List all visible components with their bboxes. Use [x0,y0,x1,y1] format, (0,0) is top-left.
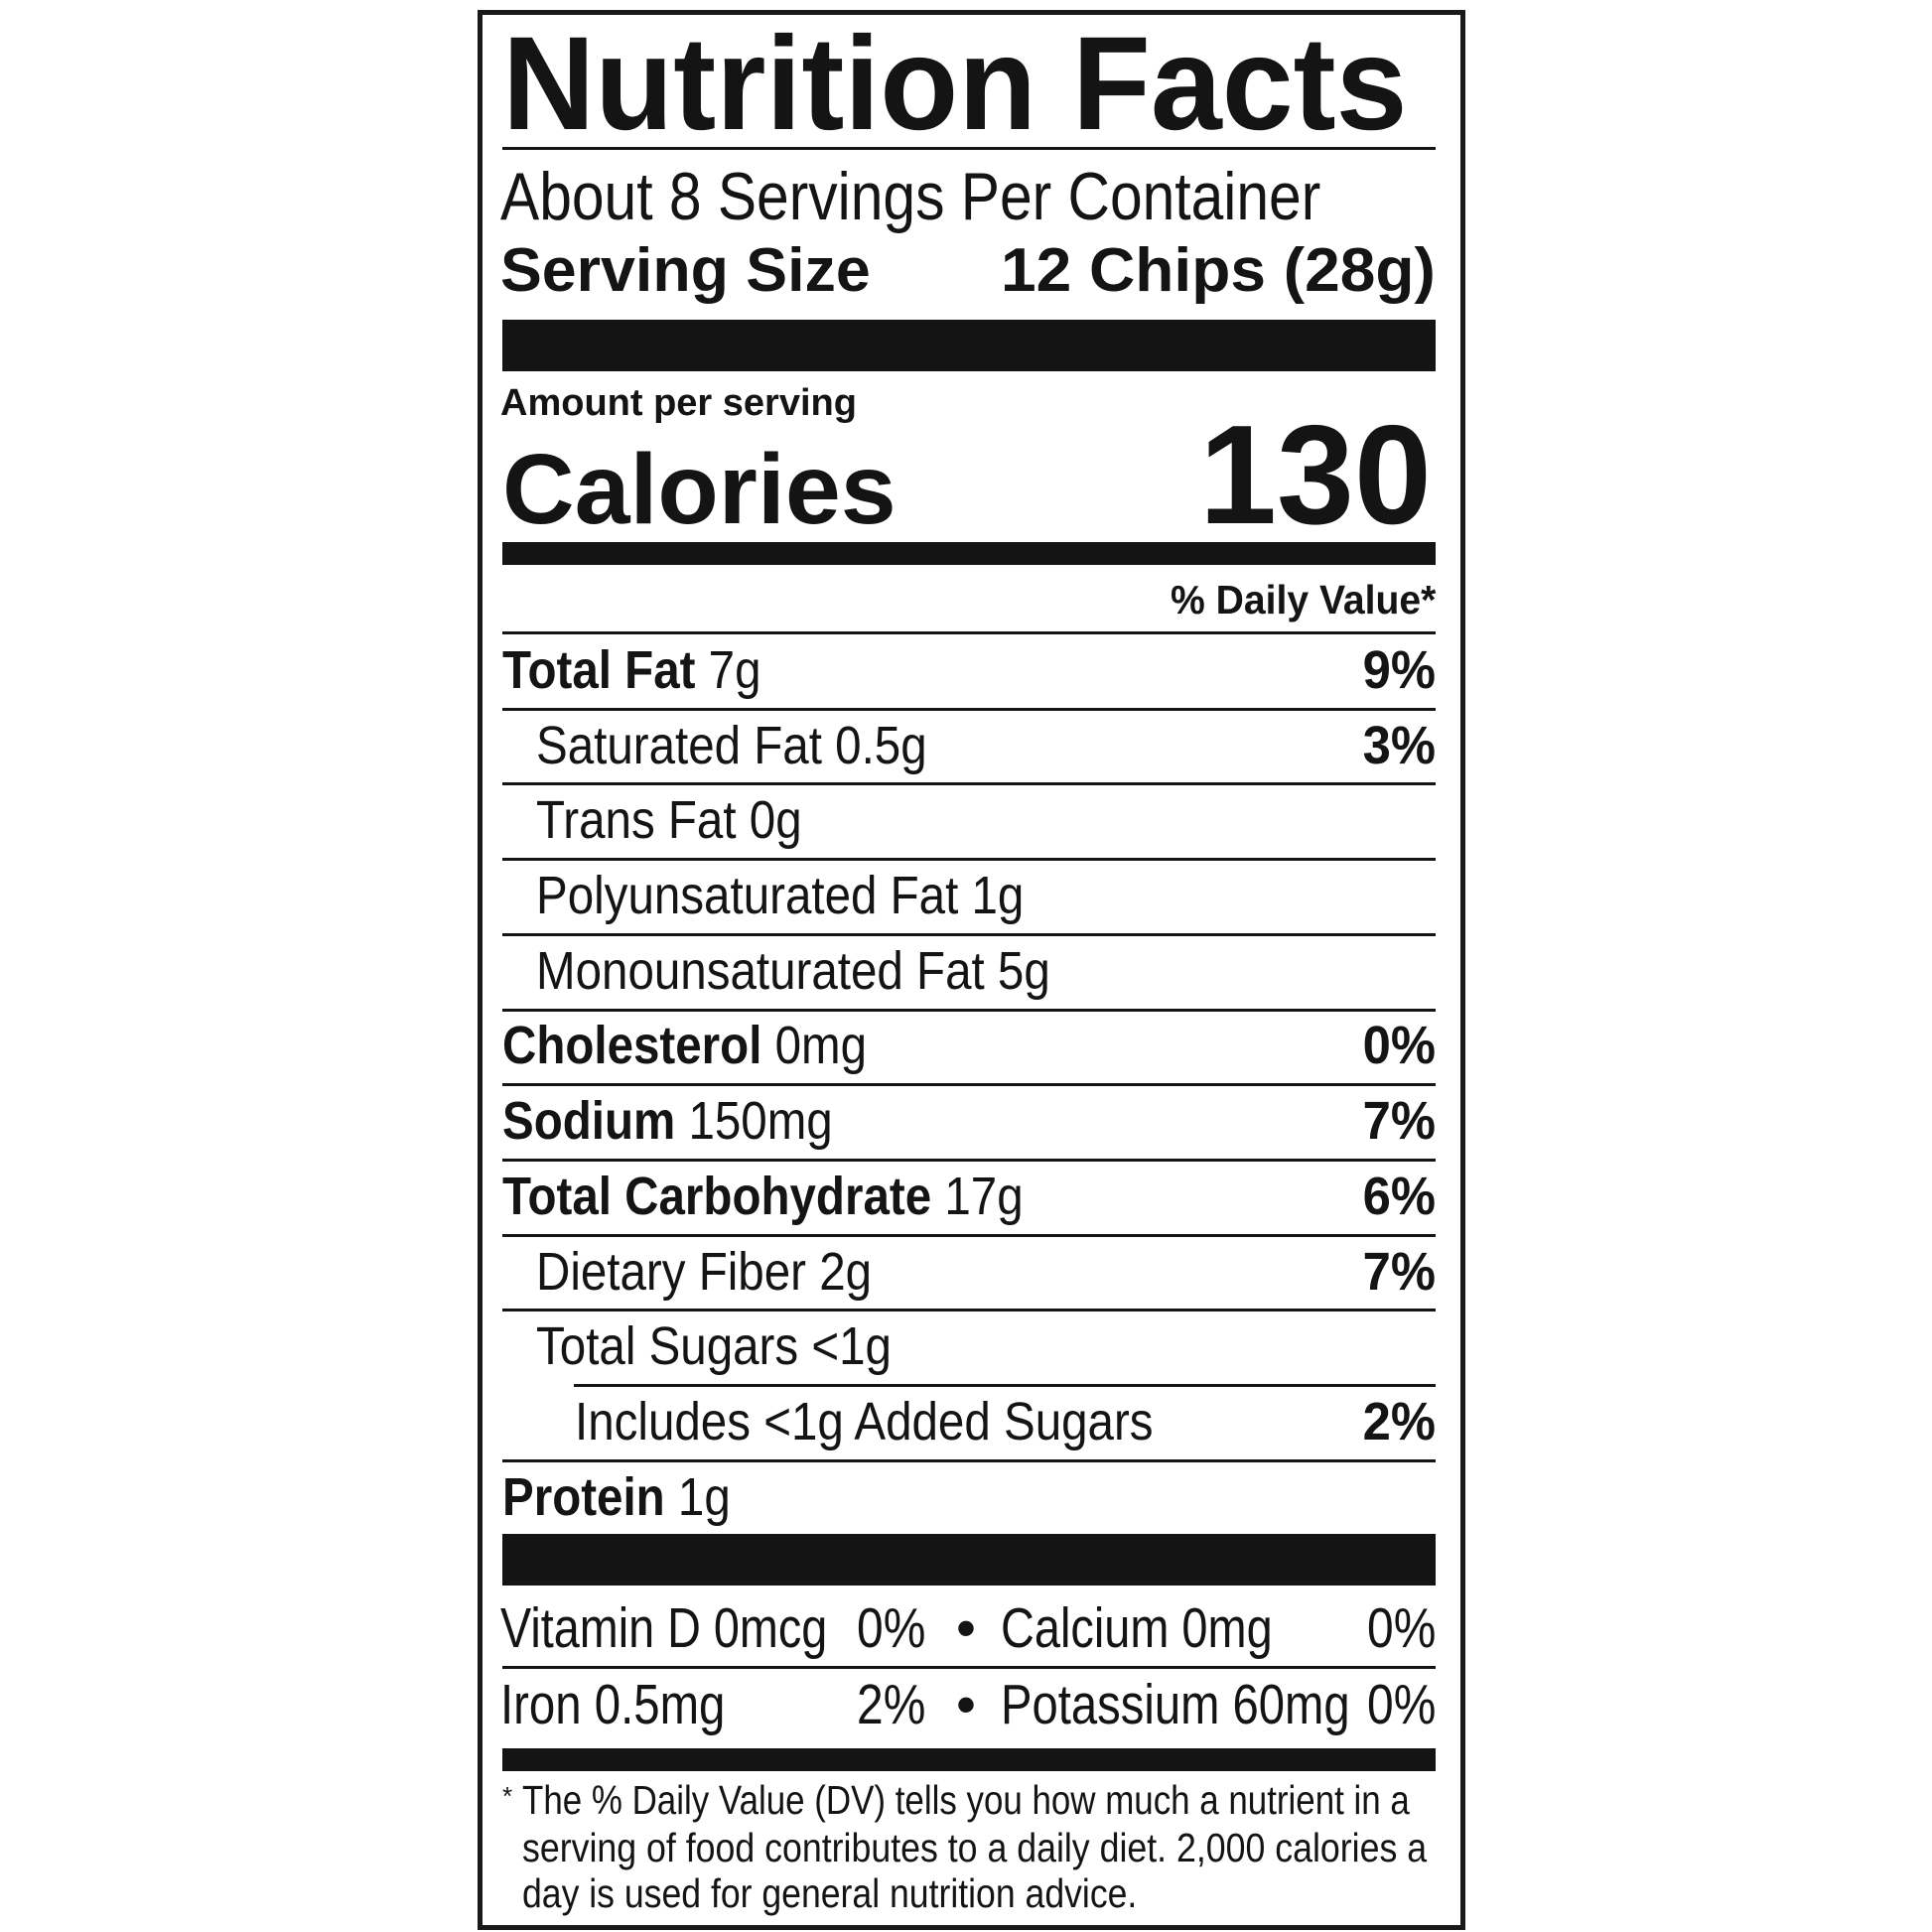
daily-value-header: % Daily Value* [1170,577,1436,622]
calcium: Calcium 0mg [1001,1596,1273,1660]
nutrient-name: Sodium [502,1091,676,1151]
nutrition-label [478,10,1465,1930]
nutrient-amount: 17g [931,1167,1024,1226]
nutrient-row: Dietary Fiber 2g [536,1245,872,1299]
medium-bar [502,1748,1436,1771]
calories-value: 130 [1199,396,1432,554]
calcium-dv: 0% [1366,1596,1436,1660]
nutrient-name: Saturated Fat [536,716,822,775]
nutrient-amount: 5g [984,941,1050,1001]
vitamin-d: Vitamin D 0mcg [500,1596,828,1660]
nutrient-amount: 7g [695,640,761,700]
nutrient-name: Cholesterol [502,1016,762,1075]
iron: Iron 0.5mg [500,1673,726,1736]
iron-dv: 2% [856,1673,925,1736]
nutrient-row: Saturated Fat 0.5g [536,719,927,772]
nutrient-row: Protein 1g [502,1470,731,1524]
potassium: Potassium 60mg [1001,1673,1350,1736]
row-divider [502,782,1436,785]
nutrient-name: Total Carbohydrate [502,1167,932,1226]
nutrient-row: Trans Fat 0g [536,793,802,847]
bullet-icon: • [956,1673,976,1736]
nutrient-name: Monounsaturated Fat [536,941,985,1001]
nutrient-name: Protein [502,1467,665,1527]
row-divider [502,1009,1436,1012]
divider [502,1666,1436,1669]
nutrient-row: Monounsaturated Fat 5g [536,944,1050,998]
row-divider [502,858,1436,861]
row-divider [574,1384,1436,1387]
row-divider [502,1234,1436,1237]
footnote-line: serving of food contributes to a daily d… [522,1825,1428,1870]
thick-bar [502,1534,1436,1586]
nutrient-amount: <1g [798,1316,892,1376]
nutrient-amount: 0mg [761,1016,868,1075]
row-divider [502,1083,1436,1086]
footnote-line: The % Daily Value (DV) tells you how muc… [522,1777,1410,1823]
serving-size-label: Serving Size [500,236,871,305]
nutrient-row: Total Carbohydrate 17g [502,1170,1024,1223]
nutrient-row: Cholesterol 0mg [502,1019,867,1072]
nutrient-daily-value: 2% [1362,1392,1436,1451]
nutrient-name: Polyunsaturated Fat [536,866,959,925]
nutrient-row: Total Sugars <1g [536,1319,892,1373]
nutrient-daily-value: 0% [1362,1016,1436,1075]
nutrient-name: Includes <1g Added Sugars [575,1392,1154,1451]
nutrient-daily-value: 7% [1362,1242,1436,1302]
row-divider [502,1309,1436,1311]
nutrient-daily-value: 7% [1362,1091,1436,1151]
row-divider [502,1159,1436,1162]
amount-per-serving: Amount per serving [500,382,857,424]
thick-bar [502,320,1436,371]
nutrient-row: Sodium 150mg [502,1094,833,1148]
row-divider [502,1459,1436,1462]
nutrient-daily-value: 3% [1362,716,1436,775]
serving-size-value: 12 Chips (28g) [1001,236,1436,305]
nutrient-amount: 1g [958,866,1025,925]
servings-per-container: About 8 Servings Per Container [500,159,1321,234]
bullet-icon: • [956,1596,976,1660]
nutrient-name: Total Fat [502,640,696,700]
footnote-line: day is used for general nutrition advice… [522,1870,1138,1916]
calories-label: Calories [502,434,897,545]
nutrient-amount: 0.5g [821,716,927,775]
vitamin-d-dv: 0% [856,1596,925,1660]
nutrient-row: Includes <1g Added Sugars [575,1395,1154,1449]
medium-bar [502,542,1436,565]
nutrient-daily-value: 6% [1362,1167,1436,1226]
row-divider [502,933,1436,936]
nutrient-row: Polyunsaturated Fat 1g [536,869,1024,922]
divider [502,631,1436,634]
nutrient-name: Trans Fat [536,790,737,850]
row-divider [502,708,1436,711]
potassium-dv: 0% [1366,1673,1436,1736]
nutrient-amount: 150mg [675,1091,833,1151]
nutrient-daily-value: 9% [1362,640,1436,700]
nutrient-amount: 1g [664,1467,731,1527]
nutrient-name: Dietary Fiber [536,1242,806,1302]
nutrient-amount: 2g [805,1242,873,1302]
nutrient-name: Total Sugars [536,1316,799,1376]
label-title: Nutrition Facts [502,10,1408,158]
nutrient-amount: 0g [736,790,802,850]
nutrient-row: Total Fat 7g [502,643,761,697]
divider [502,147,1436,150]
footnote-asterisk: * [502,1781,513,1811]
